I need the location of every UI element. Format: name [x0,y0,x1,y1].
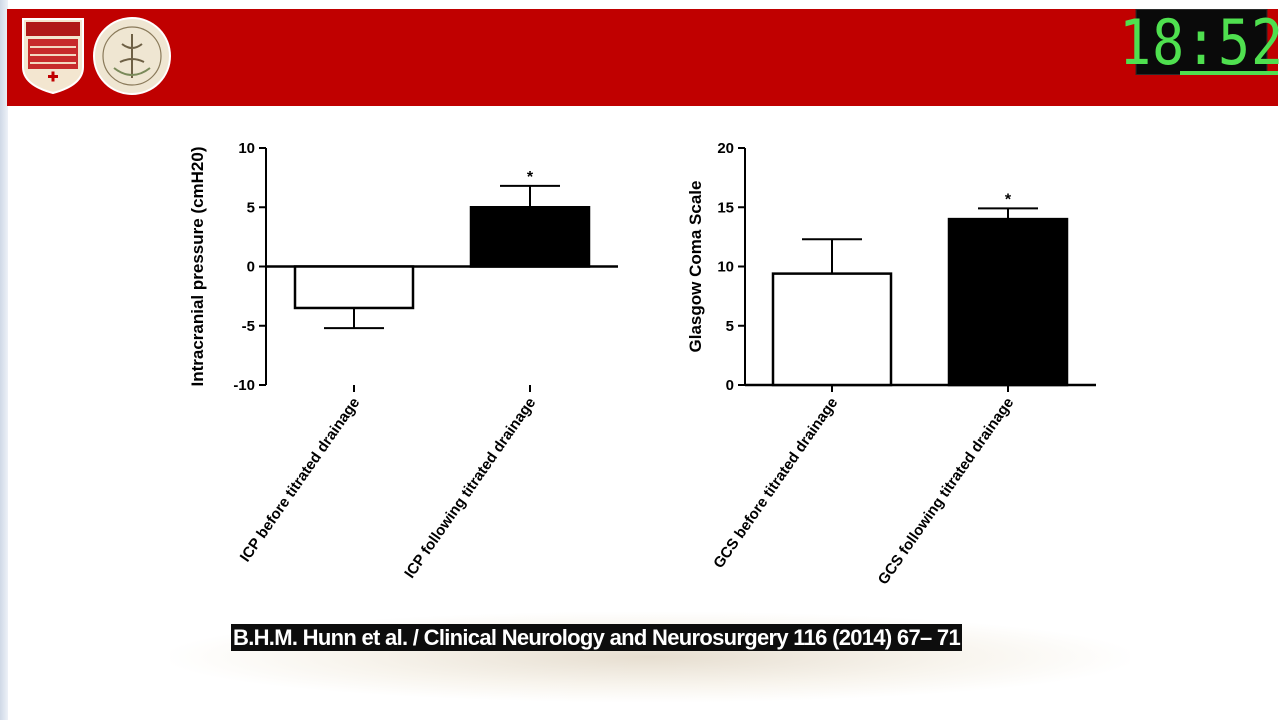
bar [293,265,415,310]
bar [771,272,893,387]
citation-text: B.H.M. Hunn et al. / Clinical Neurology … [231,624,962,651]
bar [947,217,1069,387]
hospital-logo-icon [22,18,84,95]
bar [469,206,591,268]
y-tick-label: 0 [726,377,734,394]
clock-underline [1180,71,1278,75]
clock-display: 18:52 [1119,5,1280,79]
department-seal-icon [93,17,171,95]
x-category-label: ICP following titrated drainage [401,395,539,582]
slide-border [0,0,8,720]
significance-marker: * [527,169,534,186]
y-tick-label: 5 [247,199,255,216]
y-tick-label: -5 [242,318,255,335]
x-category-label: GCS following titrated drainage [875,395,1018,588]
header-banner [7,9,1278,106]
y-tick-label: 10 [238,140,255,157]
significance-marker: * [1005,191,1012,208]
y-tick-label: 15 [717,199,734,216]
y-axis-title: Glasgow Coma Scale [686,181,705,353]
y-axis-title: Intracranial pressure (cmH20) [188,147,207,387]
y-tick-label: -10 [233,377,255,394]
y-tick-label: 0 [247,259,255,276]
x-category-label: ICP before titrated drainage [237,395,364,566]
y-tick-label: 5 [726,318,734,335]
y-tick-label: 20 [717,140,734,157]
y-tick-label: 10 [717,259,734,276]
x-category-label: GCS before titrated drainage [710,395,841,572]
